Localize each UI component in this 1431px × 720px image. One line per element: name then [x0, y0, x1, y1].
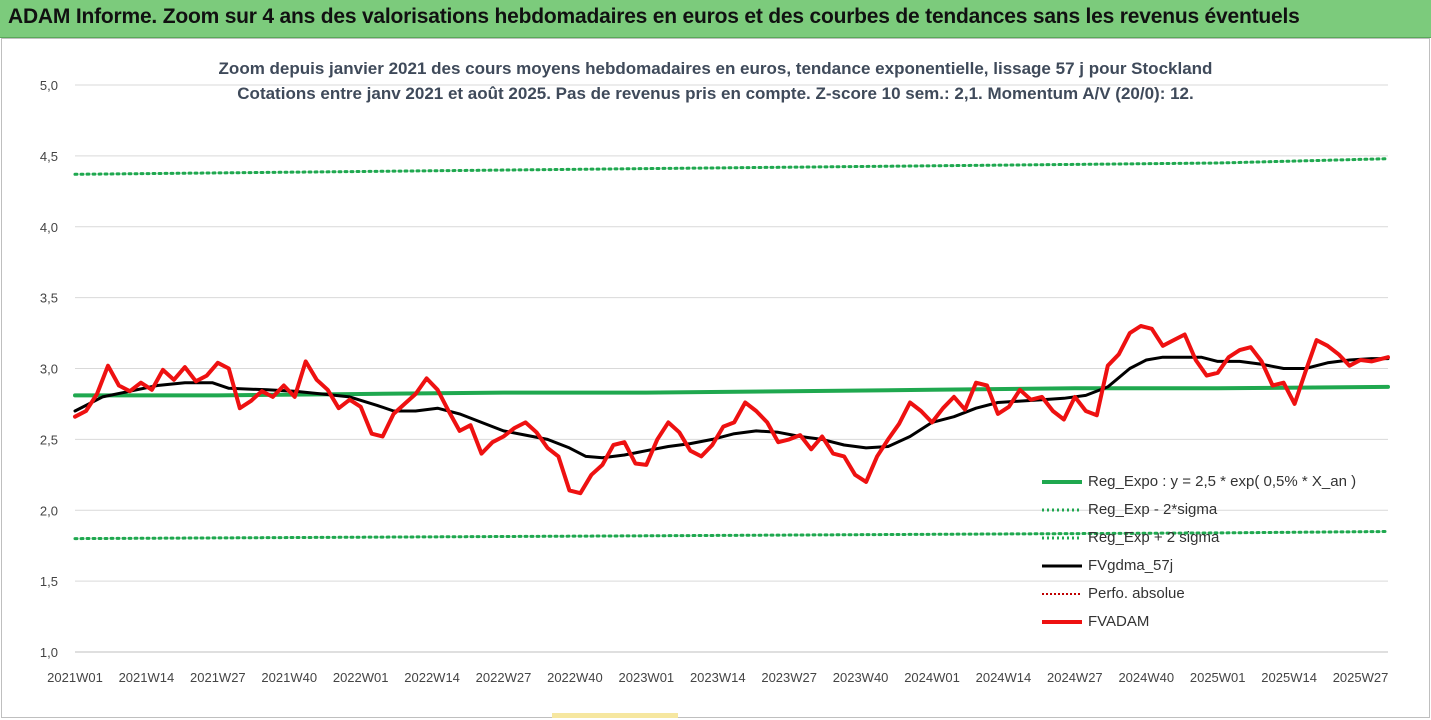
- legend-item-reg-exp-minus: Reg_Exp - 2*sigma: [1040, 498, 1217, 522]
- x-tick-label: 2022W01: [333, 670, 389, 685]
- report-title: ADAM Informe. Zoom sur 4 ans des valoris…: [8, 5, 1300, 28]
- legend-label-reg-exp-minus: Reg_Exp - 2*sigma: [1088, 501, 1218, 518]
- legend-item-fvadam: FVADAM: [1040, 610, 1149, 634]
- legend-swatch-reg-expo: [1042, 480, 1082, 484]
- legend-label-reg-expo: Reg_Expo : y = 2,5 * exp( 0,5% * X_an ): [1088, 473, 1357, 490]
- series-lines: [73, 157, 1390, 541]
- x-axis-ticks: 2021W01 2021W14 2021W27 2021W40 2022W01 2022W…: [47, 651, 1389, 685]
- x-tick-label: 2025W01: [1190, 670, 1246, 685]
- x-tick-label: 2023W01: [619, 670, 675, 685]
- y-tick-label: 5,0: [40, 78, 58, 93]
- y-tick-label: 3,0: [40, 362, 58, 377]
- legend-swatch-fvgdma: [1042, 564, 1082, 568]
- y-tick-label: 1,0: [40, 645, 58, 660]
- legend-label-perfo-absolue: Perfo. absolue: [1088, 585, 1185, 602]
- legend-swatch-fvadam: [1042, 620, 1082, 624]
- legend-label-reg-exp-plus: Reg_Exp + 2 sigma: [1088, 529, 1220, 546]
- x-tick-label: 2024W40: [1118, 670, 1174, 685]
- x-tick-label: 2024W01: [904, 670, 960, 685]
- series-line-reg-exp-2-sigma: [73, 530, 1390, 541]
- x-tick-label: 2023W14: [690, 670, 746, 685]
- y-tick-label: 4,0: [40, 220, 58, 235]
- y-tick-label: 3,5: [40, 291, 58, 306]
- y-tick-label: 2,0: [40, 503, 58, 518]
- legend-label-fvadam: FVADAM: [1088, 613, 1150, 630]
- footer-mark: [552, 713, 678, 718]
- series-line-fvgdma-57j: [73, 355, 1390, 460]
- x-tick-label: 2021W27: [190, 670, 246, 685]
- x-tick-label: 2025W14: [1261, 670, 1317, 685]
- x-tick-label: 2021W01: [47, 670, 103, 685]
- x-tick-label: 2023W27: [761, 670, 817, 685]
- legend-item-fvgdma: FVgdma_57j: [1040, 554, 1173, 578]
- x-tick-label: 2022W27: [476, 670, 532, 685]
- x-tick-label: 2023W40: [833, 670, 889, 685]
- legend-swatch-reg-exp-minus: [1042, 508, 1082, 512]
- y-tick-label: 4,5: [40, 149, 58, 164]
- y-tick-label: 1,5: [40, 574, 58, 589]
- x-tick-label: 2021W40: [261, 670, 317, 685]
- grid-lines: [75, 84, 1388, 653]
- legend-label-fvgdma: FVgdma_57j: [1088, 557, 1174, 574]
- x-tick-label: 2021W14: [119, 670, 175, 685]
- legend-swatch-reg-exp-plus: [1042, 536, 1082, 540]
- series-line-reg-expo-y-2-5-exp-0-5-x: [73, 384, 1390, 398]
- y-axis-ticks: 1,0 1,5 2,0 2,5 3,0 3,5 4,0 4,5 5,0: [40, 78, 58, 660]
- chart-title: Zoom depuis janvier 2021 des cours moyen…: [218, 59, 1213, 78]
- chart-subtitle: Cotations entre janv 2021 et août 2025. …: [237, 84, 1194, 103]
- x-tick-label: 2022W40: [547, 670, 603, 685]
- series-line-fvadam: [73, 324, 1390, 496]
- x-tick-label: 2024W14: [976, 670, 1032, 685]
- chart-frame: [1, 38, 1430, 718]
- legend-item-reg-exp-plus: Reg_Exp + 2 sigma: [1040, 526, 1219, 550]
- series-line-reg-exp-2-sigma: [73, 157, 1390, 176]
- legend-swatch-perfo-absolue: [1042, 593, 1082, 595]
- report-banner: ADAM Informe. Zoom sur 4 ans des valoris…: [0, 0, 1431, 38]
- y-tick-label: 2,5: [40, 432, 58, 447]
- x-tick-label: 2022W14: [404, 670, 460, 685]
- x-tick-label: 2025W27: [1333, 670, 1389, 685]
- x-tick-label: 2024W27: [1047, 670, 1103, 685]
- legend-item-perfo-absolue: Perfo. absolue: [1040, 582, 1185, 606]
- legend-item-reg-expo: Reg_Expo : y = 2,5 * exp( 0,5% * X_an ): [1040, 470, 1356, 494]
